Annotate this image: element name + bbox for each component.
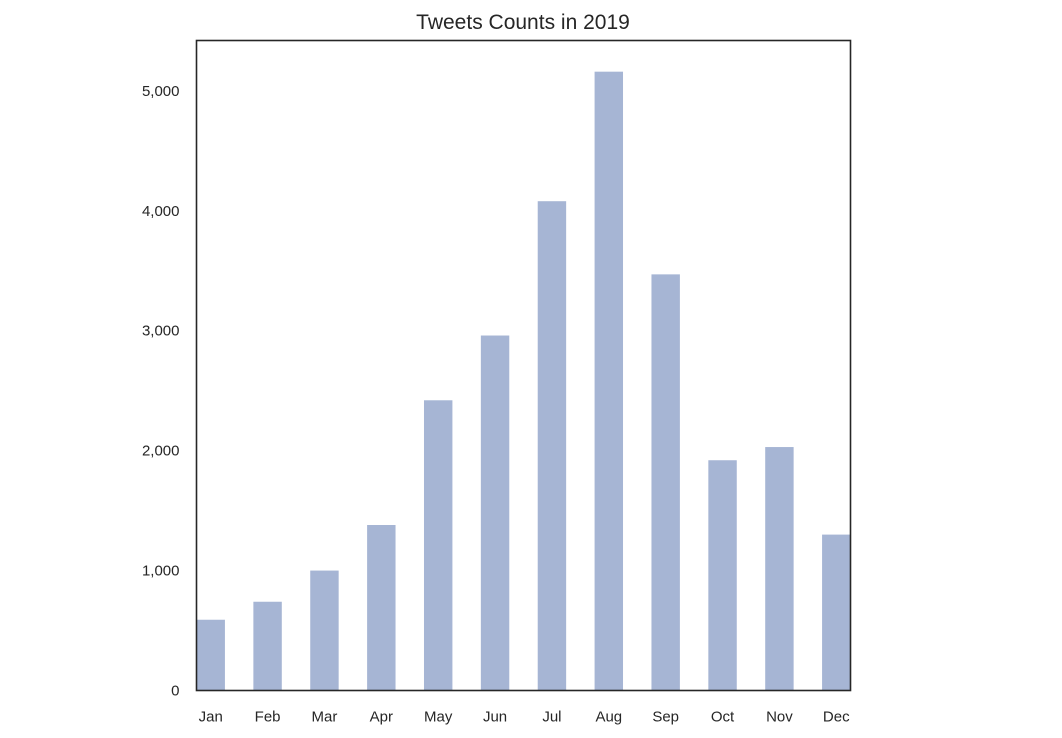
x-tick-label-sep: Sep xyxy=(652,709,679,726)
bar-apr xyxy=(367,525,396,691)
plot-frame xyxy=(195,39,852,692)
x-tick-label-jul: Jul xyxy=(542,709,561,726)
y-tick-label-3000: 3,000 xyxy=(142,323,180,340)
bar-may xyxy=(423,400,453,691)
y-tick-label-4000: 4,000 xyxy=(142,203,180,220)
x-tick-label-mar: Mar xyxy=(312,709,338,726)
bar-dec xyxy=(822,534,851,691)
y-tick-label-2000: 2,000 xyxy=(142,443,180,460)
bars-layer xyxy=(196,71,851,691)
x-axis-ticks: Jan Feb Mar Apr May Jun Jul Aug Sep Oct Nov Dec xyxy=(199,709,850,726)
x-tick-label-nov: Nov xyxy=(766,709,793,726)
bar-feb xyxy=(253,601,282,691)
y-tick-label-5000: 5,000 xyxy=(142,83,180,100)
y-axis-ticks: 0 1,000 2,000 3,000 4,000 5,000 xyxy=(142,83,180,700)
x-tick-label-apr: Apr xyxy=(370,709,393,726)
x-tick-label-jun: Jun xyxy=(483,709,507,726)
bar-jul xyxy=(537,201,567,691)
y-tick-label-0: 0 xyxy=(171,683,179,700)
x-tick-label-may: May xyxy=(424,709,453,726)
bar-aug xyxy=(594,71,624,691)
x-tick-label-jan: Jan xyxy=(199,709,223,726)
x-tick-label-feb: Feb xyxy=(255,709,281,726)
chart-title: Tweets Counts in 2019 xyxy=(416,11,630,34)
bar-mar xyxy=(310,570,339,691)
bar-jun xyxy=(480,335,510,691)
bar-sep xyxy=(651,274,680,691)
x-tick-label-oct: Oct xyxy=(711,709,735,726)
bar-jan xyxy=(196,619,225,691)
x-tick-label-dec: Dec xyxy=(823,709,850,726)
x-tick-label-aug: Aug xyxy=(595,709,622,726)
bar-oct xyxy=(708,460,737,691)
y-tick-label-1000: 1,000 xyxy=(142,563,180,580)
bar-nov xyxy=(765,447,794,691)
